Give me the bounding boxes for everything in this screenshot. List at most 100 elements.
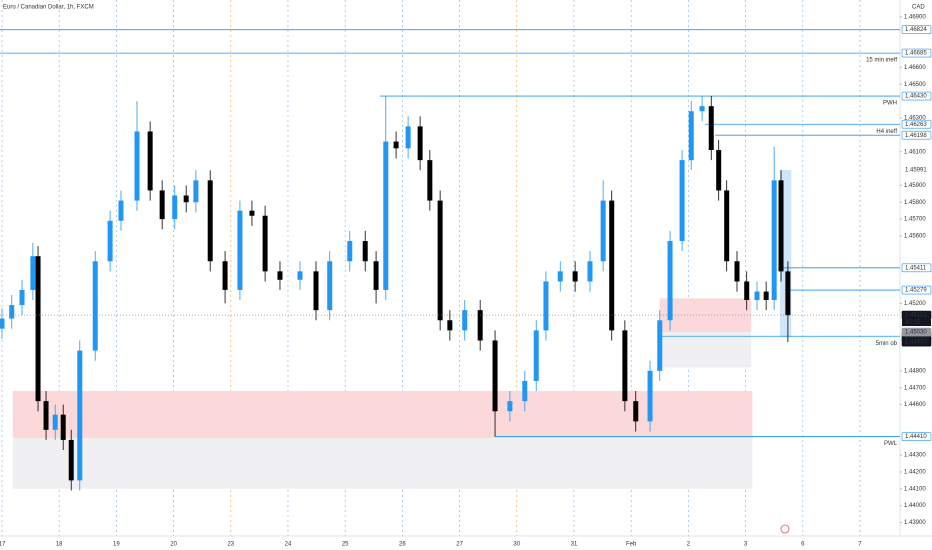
candle-body	[262, 215, 268, 272]
candle-body	[297, 271, 303, 280]
candle-body	[19, 289, 25, 306]
candle-body	[405, 126, 411, 149]
candle-body	[43, 401, 49, 430]
candle-body	[147, 131, 153, 191]
candle-body	[587, 261, 593, 282]
x-tick-label: 25	[342, 542, 349, 548]
x-tick-label: 27	[456, 542, 463, 548]
candle-body	[716, 150, 722, 191]
candle-body	[347, 241, 353, 262]
candle-body	[657, 320, 663, 371]
candle-body	[708, 106, 714, 151]
y-tick-label: 1.46300	[904, 116, 926, 122]
price-tag	[901, 285, 932, 295]
candle-body	[313, 271, 319, 311]
candle-body	[373, 261, 379, 290]
y-tick-label: 1.44700	[904, 385, 926, 391]
countdown-tag	[902, 319, 931, 327]
x-tick-label: 31	[571, 542, 578, 548]
y-tick-label: 1.44000	[904, 503, 926, 509]
zone	[12, 438, 753, 489]
candle-body	[533, 330, 539, 381]
x-tick-label: 3	[744, 542, 748, 548]
y-tick-label: 1.44300	[904, 453, 926, 459]
candle-body	[427, 160, 433, 201]
candle-body	[417, 126, 423, 161]
y-tick-label: 1.46100	[904, 149, 926, 155]
candle-body	[543, 281, 549, 331]
price-tag-label: 1.45005	[905, 334, 927, 340]
candle-body	[60, 414, 66, 440]
price-tag-label: 1.45411	[905, 265, 927, 271]
x-tick-label: 2	[687, 542, 691, 548]
candle-body	[688, 111, 694, 161]
candle-body	[778, 180, 784, 272]
chart-title: Euro / Canadian Dollar, 1h, FXCM	[3, 5, 94, 11]
candle-body	[609, 200, 615, 331]
y-tick-label: 1.45700	[904, 217, 926, 223]
candle-body	[134, 131, 140, 201]
y-tick-label: 1.43900	[904, 520, 926, 526]
candle-body	[52, 414, 58, 430]
price-tag-label: 1.46685	[905, 51, 927, 57]
price-tag	[901, 130, 932, 140]
y-tick-label: 1.46900	[904, 14, 926, 20]
x-tick-label: 24	[285, 542, 292, 548]
candle-body	[327, 261, 333, 311]
candle-body	[477, 310, 483, 341]
zone	[779, 170, 792, 338]
price-tag	[901, 337, 932, 347]
candle-body	[699, 106, 705, 112]
candle-body	[393, 141, 399, 149]
price-tag-label: 1.46824	[905, 27, 927, 33]
price-tag-label: 1.46263	[905, 122, 927, 128]
candle-body	[237, 210, 243, 290]
candle-body	[600, 200, 606, 262]
candle-body	[437, 200, 443, 321]
x-tick-label: 7	[858, 542, 862, 548]
price-tag-label: 1.44410	[905, 434, 927, 440]
x-tick-label: 6	[801, 542, 805, 548]
zone	[659, 332, 752, 368]
candle-body	[183, 195, 189, 203]
price-tag	[901, 91, 932, 101]
event-icon[interactable]	[780, 524, 790, 534]
countdown: 43:15	[905, 320, 921, 326]
candle-body	[68, 439, 74, 481]
candle-body	[771, 180, 777, 301]
candle-body	[77, 350, 83, 481]
price-tag-label: 1.45991	[905, 168, 927, 174]
candle-body	[207, 180, 213, 262]
y-tick-label: 1.44600	[904, 402, 926, 408]
x-tick-label: 19	[113, 542, 120, 548]
candle-body	[159, 190, 165, 220]
price-tag-label: 1.45131	[905, 313, 927, 319]
y-tick-label: 1.46600	[904, 65, 926, 71]
candle-body	[35, 256, 41, 402]
y-tick-label: 1.44800	[904, 368, 926, 374]
level-note: 5min ob	[876, 341, 898, 347]
x-tick-label: 20	[170, 542, 177, 548]
candle-body	[734, 261, 740, 282]
price-tag	[901, 263, 932, 273]
price-tag-label: 1.44970	[905, 340, 927, 346]
price-tag-label: 1.45279	[905, 288, 927, 294]
candle-body	[277, 271, 283, 280]
price-tag-label: 1.46198	[905, 133, 927, 139]
x-tick-label: 30	[513, 542, 520, 548]
price-tag	[901, 25, 932, 34]
y-tick-label: 1.45600	[904, 234, 926, 240]
level-note: 15 min ineff	[866, 58, 897, 64]
price-tag-label: 1.45030	[905, 330, 927, 336]
x-tick-label: Feb	[626, 542, 637, 548]
candle-body	[462, 310, 468, 331]
candle-body	[754, 291, 760, 301]
candle-body	[172, 195, 178, 220]
candle-body	[362, 241, 368, 262]
y-tick-label: 1.45200	[904, 301, 926, 307]
candle-body	[447, 320, 453, 331]
y-tick-label: 1.44200	[904, 470, 926, 476]
level-note: PWL	[884, 441, 898, 447]
level-note: H4 ineff	[876, 129, 897, 135]
